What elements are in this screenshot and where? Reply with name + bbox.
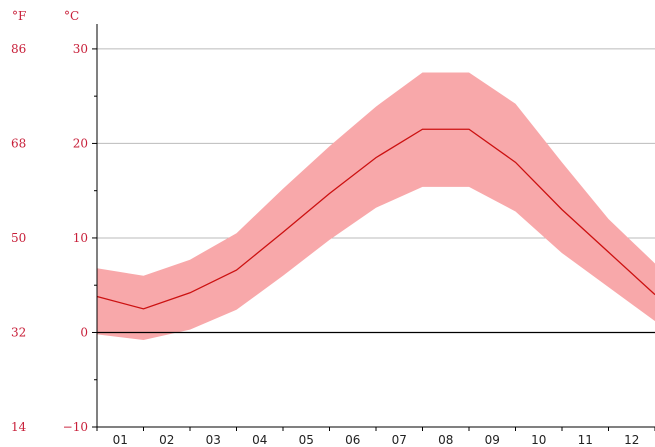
fahrenheit-unit-label: °F <box>12 9 26 23</box>
celsius-unit-label: °C <box>64 9 79 23</box>
x-tick-label: 07 <box>392 433 407 447</box>
y-tick-label-celsius: −10 <box>63 420 88 434</box>
x-tick-label: 06 <box>345 433 360 447</box>
x-tick-labels: 01 02 03 04 05 06 07 08 09 10 11 12 <box>113 433 640 447</box>
x-tick-label: 03 <box>206 433 221 447</box>
y-tick-label-fahrenheit: 50 <box>11 231 26 245</box>
y-tick-label-fahrenheit: 68 <box>11 136 26 150</box>
x-tick-label: 01 <box>113 433 128 447</box>
x-tick-label: 10 <box>531 433 546 447</box>
x-tick-label: 02 <box>159 433 174 447</box>
x-tick-label: 09 <box>485 433 500 447</box>
mean-temperature-line <box>96 128 655 310</box>
x-tick-label: 08 <box>438 433 453 447</box>
y-tick-labels: −10 14 0 32 10 50 20 68 30 86 <box>11 42 88 434</box>
y-tick-label-fahrenheit: 86 <box>11 42 26 56</box>
x-tick-label: 11 <box>578 433 593 447</box>
y-tick-label-celsius: 10 <box>73 231 88 245</box>
y-tick-label-celsius: 30 <box>73 42 88 56</box>
y-tick-label-fahrenheit: 14 <box>11 420 27 434</box>
y-tick-label-celsius: 20 <box>73 136 88 150</box>
x-tick-label: 12 <box>624 433 639 447</box>
x-tick-label: 05 <box>299 433 314 447</box>
y-tick-label-celsius: 0 <box>80 325 88 339</box>
y-axis <box>92 24 655 431</box>
temperature-range-band <box>97 72 655 341</box>
x-tick-label: 04 <box>252 433 267 447</box>
y-tick-label-fahrenheit: 32 <box>11 325 26 339</box>
